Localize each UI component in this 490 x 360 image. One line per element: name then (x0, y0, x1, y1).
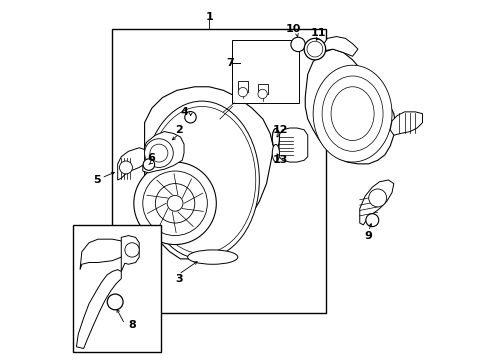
Bar (238, 81, 248, 92)
Circle shape (107, 294, 123, 310)
Polygon shape (145, 87, 274, 259)
Circle shape (125, 243, 139, 257)
Text: 1: 1 (205, 12, 213, 22)
Ellipse shape (322, 76, 383, 151)
Polygon shape (279, 128, 308, 162)
Circle shape (238, 87, 247, 97)
Text: 9: 9 (365, 231, 373, 240)
Ellipse shape (272, 144, 279, 162)
Circle shape (291, 37, 305, 51)
Text: 5: 5 (93, 175, 100, 185)
Polygon shape (76, 270, 122, 348)
Text: 6: 6 (147, 153, 155, 163)
Ellipse shape (148, 107, 256, 253)
Ellipse shape (313, 65, 392, 162)
Text: 3: 3 (175, 274, 182, 284)
Bar (232, 40, 299, 103)
Circle shape (134, 162, 216, 244)
Text: 11: 11 (311, 28, 326, 38)
Polygon shape (322, 37, 358, 56)
Text: 12: 12 (273, 125, 289, 135)
Circle shape (167, 195, 183, 211)
Ellipse shape (331, 87, 374, 140)
Ellipse shape (272, 129, 279, 148)
Polygon shape (390, 112, 422, 135)
Circle shape (304, 39, 326, 60)
Text: 4: 4 (181, 107, 189, 117)
Ellipse shape (145, 101, 259, 259)
Polygon shape (360, 180, 394, 225)
Circle shape (368, 189, 387, 207)
Text: 10: 10 (286, 24, 301, 35)
Circle shape (185, 112, 196, 123)
Bar (258, 84, 268, 94)
Circle shape (120, 161, 132, 174)
Circle shape (143, 159, 155, 170)
Circle shape (258, 89, 267, 99)
Polygon shape (143, 132, 184, 173)
Polygon shape (118, 148, 145, 180)
Circle shape (150, 144, 168, 162)
Bar (112, 30, 326, 313)
Circle shape (145, 139, 173, 167)
Circle shape (155, 184, 195, 223)
Text: 2: 2 (175, 125, 183, 135)
Text: 13: 13 (273, 155, 289, 165)
Circle shape (366, 214, 379, 226)
Text: 7: 7 (226, 58, 234, 68)
Bar (73, 225, 161, 352)
Polygon shape (122, 235, 139, 271)
Circle shape (307, 41, 323, 57)
Polygon shape (305, 49, 395, 164)
Text: 8: 8 (128, 320, 136, 330)
Polygon shape (80, 239, 123, 270)
Ellipse shape (188, 250, 238, 264)
Circle shape (143, 171, 207, 235)
